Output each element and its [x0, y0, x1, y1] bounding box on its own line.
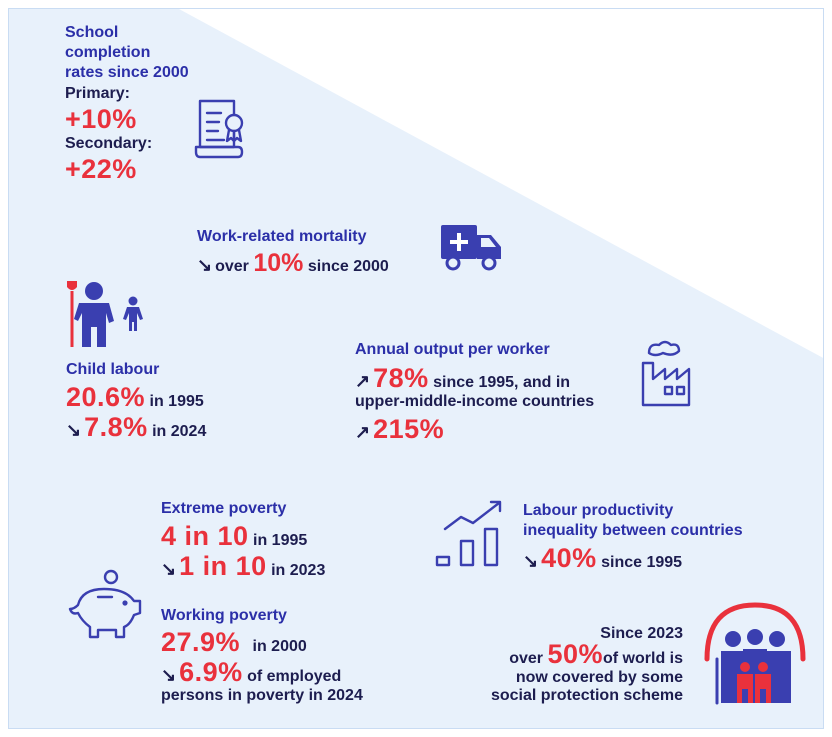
- school-title-line-2: completion: [65, 44, 151, 61]
- working-poverty-2000-year: in 2000: [252, 638, 307, 655]
- piggy-bank-icon: [68, 569, 142, 639]
- productivity-value: 40%: [541, 543, 597, 573]
- mortality-title: Work-related mortality: [197, 228, 367, 245]
- school-title-line-3: rates since 2000: [65, 64, 189, 81]
- primary-label: Primary:: [65, 85, 130, 102]
- infographic-panel: School completion rates since 2000 Prima…: [8, 8, 824, 729]
- working-poverty-text-1: of employed: [247, 668, 342, 685]
- school-title-line-1: School: [65, 24, 119, 41]
- mortality-suffix: since 2000: [307, 258, 389, 275]
- output-text-1: since 1995, and in: [433, 374, 571, 391]
- extreme-poverty-block: Extreme poverty 4 in 10 in 1995 ↘ 1 in 10…: [161, 499, 325, 581]
- productivity-title-line-1: Labour productivity: [523, 502, 674, 519]
- child-labour-2024-value: 7.8%: [84, 412, 148, 442]
- down-arrow-icon: ↘: [197, 255, 213, 275]
- white-wedge-background: [179, 9, 823, 358]
- child-labour-1995-year: in 1995: [149, 393, 204, 410]
- child-labour-title: Child labour: [66, 361, 160, 378]
- social-line-3: now covered by some: [515, 669, 683, 686]
- output-value-2: 215%: [373, 414, 445, 444]
- secondary-value: +22%: [65, 154, 137, 184]
- productivity-title-line-2: inequality between countries: [523, 522, 743, 539]
- extreme-poverty-2023-year: in 2023: [271, 562, 326, 579]
- working-poverty-2000-value: 27.9%: [161, 627, 241, 657]
- down-arrow-icon: ↘: [66, 420, 82, 440]
- primary-value: +10%: [65, 104, 137, 134]
- school-completion-block: School completion rates since 2000 Prima…: [65, 23, 189, 184]
- extreme-poverty-1995-value: 4 in 10: [161, 521, 249, 551]
- child-labour-block: Child labour 20.6% in 1995 ↘ 7.8% in 2024: [66, 360, 206, 442]
- growth-chart-icon: [435, 500, 502, 567]
- family-umbrella-icon: [704, 602, 806, 705]
- social-prefix: over: [509, 650, 543, 667]
- social-protection-block: Since 2023 over 50%of world is now cover…: [479, 625, 683, 705]
- mortality-value: 10%: [253, 249, 304, 277]
- child-labour-icon: [67, 281, 143, 347]
- down-arrow-icon: ↘: [161, 665, 177, 685]
- productivity-block: Labour productivity inequality between c…: [523, 501, 743, 573]
- down-arrow-icon: ↘: [161, 559, 177, 579]
- working-poverty-2024-value: 6.9%: [179, 657, 243, 687]
- social-line-2: of world is: [603, 650, 683, 667]
- up-arrow-icon: ↗: [355, 422, 371, 442]
- mortality-prefix: over: [215, 258, 249, 275]
- factory-icon: [641, 340, 691, 407]
- social-value: 50%: [547, 639, 603, 669]
- working-poverty-block: Working poverty 27.9% in 2000 ↘ 6.9% of e…: [161, 606, 363, 705]
- extreme-poverty-2023-value: 1 in 10: [179, 551, 267, 581]
- social-line-4: social protection scheme: [490, 687, 683, 704]
- productivity-suffix: since 1995: [601, 554, 683, 571]
- output-title: Annual output per worker: [355, 341, 550, 358]
- mortality-block: Work-related mortality ↘ over 10% since 2…: [197, 227, 389, 278]
- up-arrow-icon: ↗: [355, 371, 371, 391]
- extreme-poverty-title: Extreme poverty: [161, 500, 287, 517]
- child-labour-1995-value: 20.6%: [66, 382, 146, 412]
- extreme-poverty-1995-year: in 1995: [253, 532, 308, 549]
- ambulance-icon: [441, 225, 501, 271]
- working-poverty-title: Working poverty: [161, 607, 287, 624]
- output-value-1: 78%: [373, 363, 429, 393]
- output-text-2: upper-middle-income countries: [355, 393, 595, 410]
- down-arrow-icon: ↘: [523, 551, 539, 571]
- output-block: Annual output per worker ↗ 78% since 1995…: [355, 340, 594, 444]
- child-labour-2024-year: in 2024: [152, 423, 207, 440]
- social-line-1: Since 2023: [600, 625, 683, 642]
- certificate-icon: [194, 99, 244, 159]
- working-poverty-text-2: persons in poverty in 2024: [161, 687, 363, 704]
- secondary-label: Secondary:: [65, 135, 153, 152]
